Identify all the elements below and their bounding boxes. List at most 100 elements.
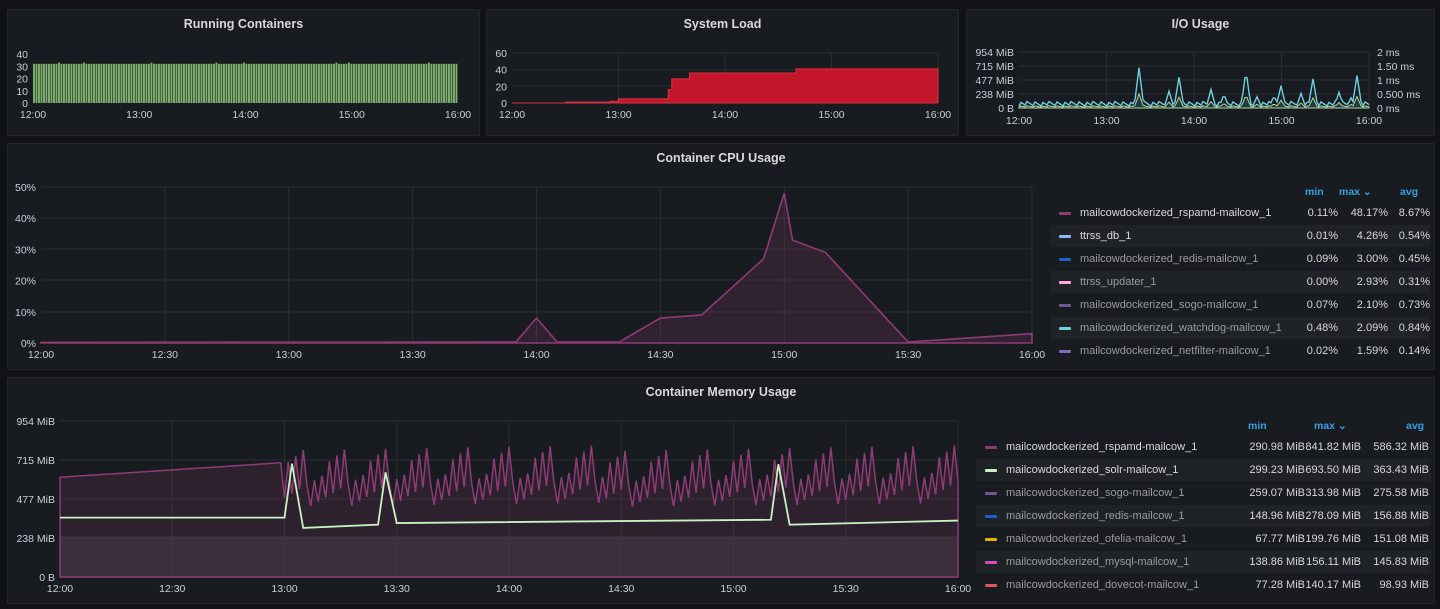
- series-color-swatch[interactable]: [1059, 327, 1071, 330]
- series-color-swatch[interactable]: [1059, 258, 1071, 261]
- series-min-value: 0.48%: [1306, 322, 1338, 334]
- cpu-legend-avg-header[interactable]: avg: [1400, 186, 1419, 198]
- series-name[interactable]: mailcowdockerized_mysql-mailcow_1: [1006, 556, 1190, 568]
- x-tick-label: 15:00: [1268, 115, 1294, 127]
- x-tick-label: 15:00: [818, 109, 844, 121]
- series-color-swatch[interactable]: [1059, 212, 1071, 215]
- cpu-legend-row[interactable]: mailcowdockerized_rspamd-mailcow_1 0.11% 4…: [1050, 202, 1430, 224]
- x-tick-label: 15:00: [771, 349, 797, 361]
- series-color-swatch[interactable]: [985, 584, 997, 587]
- x-tick-label: 14:00: [232, 109, 258, 121]
- series-min-value: 290.98 MiB: [1249, 441, 1305, 453]
- series-name[interactable]: mailcowdockerized_netfilter-mailcow_1: [1080, 345, 1271, 357]
- container-count-bar: [393, 63, 395, 103]
- container-count-bar: [40, 63, 43, 103]
- container-count-bar: [443, 63, 445, 103]
- container-count-bar: [280, 63, 283, 103]
- series-color-swatch[interactable]: [985, 538, 997, 541]
- y-tick-label: 715 MiB: [16, 455, 55, 467]
- memory-legend-row[interactable]: mailcowdockerized_solr-mailcow_1 299.23 M…: [976, 459, 1431, 481]
- series-name[interactable]: ttrss_db_1: [1080, 230, 1132, 242]
- y-tick-label: 20: [495, 81, 507, 93]
- x-tick-label: 12:00: [499, 109, 525, 121]
- series-color-swatch[interactable]: [985, 469, 997, 472]
- running-containers-panel[interactable]: Running Containers 40 30 20 10 0 12:00 13:00 14…: [7, 9, 480, 136]
- memory-legend-row[interactable]: mailcowdockerized_rspamd-mailcow_1 290.98…: [976, 436, 1431, 458]
- memory-legend-row[interactable]: mailcowdockerized_ofelia-mailcow_1 67.77 …: [976, 528, 1431, 550]
- series-color-swatch[interactable]: [1059, 281, 1071, 284]
- memory-legend-row[interactable]: mailcowdockerized_sogo-mailcow_1 259.07 M…: [976, 482, 1431, 504]
- container-count-bar: [205, 63, 208, 103]
- series-name[interactable]: mailcowdockerized_dovecot-mailcow_1: [1006, 579, 1200, 591]
- series-name[interactable]: mailcowdockerized_rspamd-mailcow_1: [1006, 441, 1198, 453]
- container-count-bar: [158, 63, 160, 103]
- container-count-bar: [100, 63, 103, 103]
- cpu-legend-min-header[interactable]: min: [1305, 186, 1324, 198]
- memory-usage-panel[interactable]: Container Memory Usage 954 MiB 715 MiB 477…: [7, 377, 1435, 604]
- container-count-bar: [165, 63, 168, 103]
- series-color-swatch[interactable]: [1059, 235, 1071, 238]
- series-color-swatch[interactable]: [1059, 304, 1071, 307]
- series-color-swatch[interactable]: [1059, 350, 1071, 353]
- system-load-panel[interactable]: System Load 60 40 20 0 12:00 13:00 14:00 15:00 1…: [486, 9, 959, 136]
- series-avg-value: 0.45%: [1398, 253, 1430, 265]
- running-containers-title: Running Containers: [183, 17, 304, 31]
- cpu-legend-row[interactable]: mailcowdockerized_redis-mailcow_1 0.09% 3.…: [1050, 248, 1430, 270]
- container-count-bar: [453, 63, 455, 103]
- series-name[interactable]: ttrss_updater_1: [1080, 276, 1157, 288]
- x-tick-label: 16:00: [1356, 115, 1382, 127]
- series-name[interactable]: mailcowdockerized_rspamd-mailcow_1: [1080, 207, 1272, 219]
- container-count-bar: [140, 63, 143, 103]
- series-name[interactable]: mailcowdockerized_watchdog-mailcow_1: [1080, 322, 1282, 334]
- io-usage-panel[interactable]: I/O Usage 954 MiB 715 MiB 477 MiB 238 MiB 0 …: [966, 9, 1435, 136]
- x-tick-label: 15:30: [895, 349, 921, 361]
- series-name[interactable]: mailcowdockerized_ofelia-mailcow_1: [1006, 533, 1187, 545]
- memory-legend-avg-header[interactable]: avg: [1406, 420, 1425, 432]
- container-count-bar: [128, 63, 130, 103]
- series-name[interactable]: mailcowdockerized_sogo-mailcow_1: [1080, 299, 1259, 311]
- memory-legend-row[interactable]: mailcowdockerized_mysql-mailcow_1 138.86 …: [976, 551, 1431, 573]
- container-count-bar: [153, 63, 155, 103]
- cpu-legend-row[interactable]: mailcowdockerized_watchdog-mailcow_1 0.48…: [1050, 317, 1430, 339]
- container-count-bar: [338, 63, 340, 103]
- series-color-swatch[interactable]: [985, 515, 997, 518]
- series-name[interactable]: mailcowdockerized_solr-mailcow_1: [1006, 464, 1179, 476]
- x-tick-label: 14:30: [647, 349, 673, 361]
- container-count-bar: [103, 63, 105, 103]
- container-count-bar: [273, 63, 275, 103]
- x-tick-label: 12:00: [1006, 115, 1032, 127]
- y-tick-label: 50%: [15, 182, 36, 194]
- cpu-legend-row[interactable]: ttrss_db_1 0.01% 4.26% 0.54%: [1050, 225, 1430, 247]
- x-tick-label: 14:00: [712, 109, 738, 121]
- container-count-bar: [275, 63, 278, 103]
- cpu-legend: min max ⌄ avg mailcowdockerized_rspamd-m…: [1050, 184, 1430, 364]
- memory-legend-max-header[interactable]: max ⌄: [1314, 420, 1347, 432]
- memory-legend-row[interactable]: mailcowdockerized_redis-mailcow_1 148.96 …: [976, 505, 1431, 527]
- container-count-bar: [425, 63, 428, 103]
- memory-legend-row[interactable]: mailcowdockerized_dovecot-mailcow_1 77.28…: [976, 574, 1431, 596]
- cpu-legend-max-header[interactable]: max ⌄: [1339, 186, 1372, 198]
- x-tick-label: 13:00: [605, 109, 631, 121]
- series-color-swatch[interactable]: [985, 561, 997, 564]
- series-color-swatch[interactable]: [985, 446, 997, 449]
- cpu-legend-row[interactable]: ttrss_updater_1 0.00% 2.93% 0.31%: [1050, 271, 1430, 293]
- cpu-legend-row[interactable]: mailcowdockerized_sogo-mailcow_1 0.07% 2.1…: [1050, 294, 1430, 316]
- container-count-bar: [420, 63, 423, 103]
- series-avg-value: 145.83 MiB: [1373, 556, 1429, 568]
- series-avg-value: 0.73%: [1398, 299, 1430, 311]
- y-tick-label: 40: [16, 49, 28, 61]
- container-count-bar: [65, 63, 68, 103]
- container-count-bar: [283, 63, 285, 103]
- series-color-swatch[interactable]: [985, 492, 997, 495]
- cpu-usage-panel[interactable]: Container CPU Usage 50% 40% 30% 20% 10% 0% 12:…: [7, 143, 1435, 370]
- cpu-legend-row[interactable]: mailcowdockerized_netfilter-mailcow_1 0.0…: [1050, 340, 1430, 362]
- series-name[interactable]: mailcowdockerized_redis-mailcow_1: [1080, 253, 1259, 265]
- memory-legend-min-header[interactable]: min: [1248, 420, 1267, 432]
- x-tick-label: 12:00: [28, 349, 54, 361]
- series-avg-value: 98.93 MiB: [1379, 579, 1429, 591]
- memory-legend: min max ⌄ avg mailcowdockerized_rspamd-m…: [976, 418, 1431, 598]
- system-load-title: System Load: [683, 17, 762, 31]
- container-count-bar: [123, 63, 125, 103]
- series-name[interactable]: mailcowdockerized_sogo-mailcow_1: [1006, 487, 1185, 499]
- series-name[interactable]: mailcowdockerized_redis-mailcow_1: [1006, 510, 1185, 522]
